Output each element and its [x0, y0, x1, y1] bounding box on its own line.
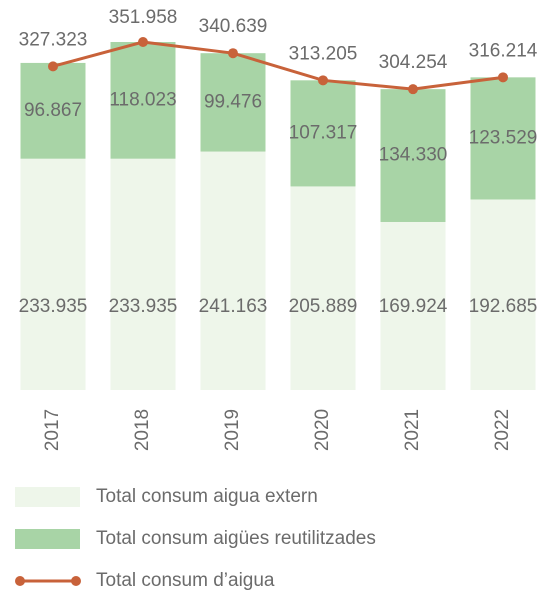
bar-segment	[470, 199, 536, 390]
bar-segment	[290, 186, 356, 390]
value-label: 192.685	[469, 296, 538, 317]
value-label: 327.323	[19, 29, 88, 50]
value-label: 118.023	[109, 89, 176, 110]
bar-segment	[200, 151, 266, 390]
value-label: 134.330	[379, 145, 448, 166]
line-point	[48, 61, 58, 72]
x-tick-label: 2021	[402, 409, 423, 451]
legend-label: Total consum aigua extern	[96, 486, 318, 507]
bar-segment	[200, 53, 266, 152]
bar-segment	[290, 80, 356, 187]
value-label: 351.958	[109, 7, 178, 28]
line-point	[408, 84, 418, 95]
value-label: 313.205	[289, 43, 358, 64]
bar-segment	[110, 42, 176, 159]
legend-swatch	[15, 487, 80, 507]
value-label: 233.935	[109, 296, 178, 317]
legend-swatch	[15, 529, 80, 549]
line-point	[318, 75, 328, 86]
value-label: 316.214	[469, 40, 538, 61]
value-label: 99.476	[204, 91, 262, 112]
value-label: 205.889	[289, 296, 358, 317]
legend-label: Total consum aigües reutilitzades	[96, 528, 376, 549]
x-tick-label: 2019	[222, 409, 243, 451]
line	[52, 40, 504, 91]
legend-marker	[71, 576, 81, 586]
x-tick-label: 2018	[132, 409, 153, 451]
value-label: 96.867	[24, 100, 82, 121]
bar-segment	[20, 62, 86, 159]
value-label: 304.254	[379, 52, 448, 73]
bar-segment	[380, 221, 446, 390]
line-point	[138, 37, 148, 47]
value-label: 107.317	[289, 122, 358, 143]
line-point	[228, 48, 238, 59]
value-label: 123.529	[469, 127, 538, 148]
legend-marker	[15, 576, 25, 586]
x-tick-label: 2017	[42, 409, 63, 451]
value-label: 340.639	[199, 16, 268, 37]
value-label: 233.935	[19, 296, 88, 317]
x-tick-label: 2022	[492, 409, 513, 451]
value-label: 169.924	[379, 296, 448, 317]
legend-label: Total consum d’aigua	[96, 570, 275, 591]
line-point	[498, 72, 508, 83]
bar-segment	[380, 89, 446, 222]
x-tick-label: 2020	[312, 409, 333, 451]
bar-segment	[470, 77, 536, 200]
value-label: 241.163	[199, 296, 268, 317]
bar-segment	[110, 158, 176, 390]
bar-segment	[20, 158, 86, 390]
